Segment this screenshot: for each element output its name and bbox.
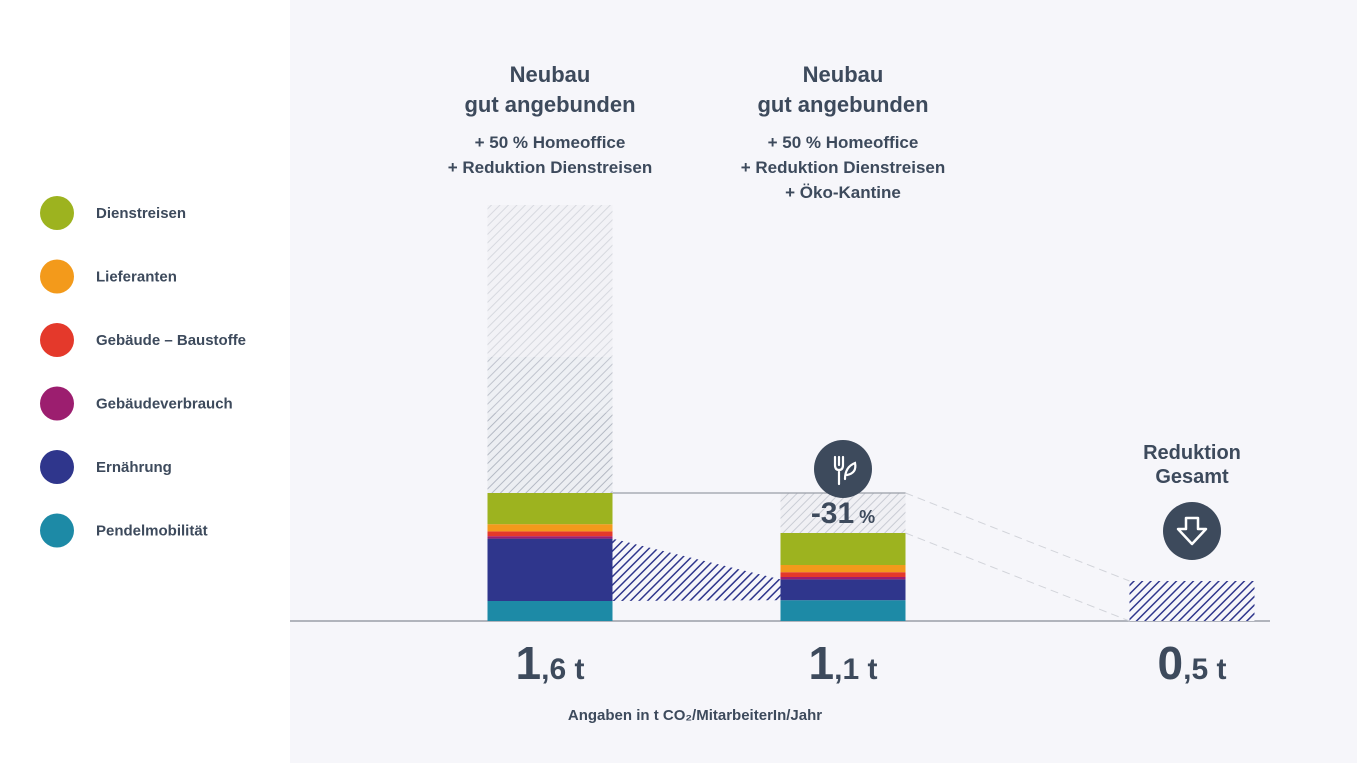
bar-total-lead: 0: [1158, 637, 1184, 689]
bar-segment: [780, 600, 906, 621]
legend-label: Gebäude – Baustoffe: [96, 332, 246, 349]
bar-segment: [487, 601, 613, 621]
bar-title: Gesamt: [1155, 466, 1229, 488]
legend-swatch: [40, 259, 74, 294]
bar-segment: [487, 531, 613, 537]
reduction-wedge: [612, 538, 781, 601]
bar-title: gut angebunden: [757, 92, 928, 117]
ghost-segment: [487, 357, 613, 413]
bar-segment: [780, 533, 906, 565]
reduction-percent-part: -31: [811, 497, 854, 530]
arrow-icon: [1176, 516, 1208, 546]
bar-title: Neubau: [510, 62, 591, 87]
legend-swatch: [40, 323, 74, 357]
bar-note: + Reduktion Dienstreisen: [741, 158, 946, 177]
bar-title: Neubau: [803, 62, 884, 87]
bar-note: + Öko-Kantine: [785, 183, 901, 202]
bar-segment: [780, 572, 906, 577]
bar-total-lead: 1: [516, 637, 542, 689]
legend-label: Lieferanten: [96, 269, 177, 286]
legend-swatch: [40, 450, 74, 484]
arrow-icon-bg: [1163, 502, 1221, 560]
bar-total-rest: ,5 t: [1183, 653, 1226, 686]
bar-segment: [487, 524, 613, 532]
connector-dashed: [905, 532, 1130, 622]
reduction-bar: [1129, 581, 1255, 621]
bar-title: Reduktion: [1143, 442, 1241, 464]
ghost-segment: [487, 413, 613, 493]
bar-segment: [780, 577, 906, 580]
legend-label: Dienstreisen: [96, 205, 186, 222]
bar-total-lead: 1: [809, 637, 835, 689]
legend-swatch: [40, 513, 74, 548]
bar-note: + 50 % Homeoffice: [768, 133, 919, 152]
bar-total: 1,1 t: [809, 637, 878, 689]
bar-total: 1,6 t: [516, 637, 585, 689]
bar-segment: [487, 538, 613, 601]
bar-total-rest: ,6 t: [541, 653, 584, 686]
bar-segment: [487, 536, 613, 539]
bar-segment: [780, 565, 906, 573]
bar-title: gut angebunden: [464, 92, 635, 117]
bar-total-rest: ,1 t: [834, 653, 877, 686]
bar-segment: [487, 493, 613, 525]
legend-label: Ernährung: [96, 459, 172, 476]
reduction-bar: [780, 493, 906, 533]
bar-note: + Reduktion Dienstreisen: [448, 158, 653, 177]
reduction-percent: -31 %: [811, 497, 875, 530]
unit-label: Angaben in t CO₂/MitarbeiterIn/Jahr: [568, 707, 822, 724]
bar-segment: [780, 579, 906, 601]
legend-panel: [0, 0, 290, 763]
legend-label: Gebäudeverbrauch: [96, 396, 233, 413]
ghost-segment: [487, 205, 613, 357]
bar-total: 0,5 t: [1158, 637, 1227, 689]
legend-label: Pendelmobilität: [96, 523, 208, 540]
reduction-percent-part: %: [854, 507, 875, 527]
food-icon: [833, 455, 857, 486]
legend-swatch: [40, 386, 74, 421]
connector-dashed: [905, 492, 1130, 582]
bar-note: + 50 % Homeoffice: [475, 133, 626, 152]
legend-swatch: [40, 196, 74, 230]
chart-panel: [290, 0, 1357, 763]
